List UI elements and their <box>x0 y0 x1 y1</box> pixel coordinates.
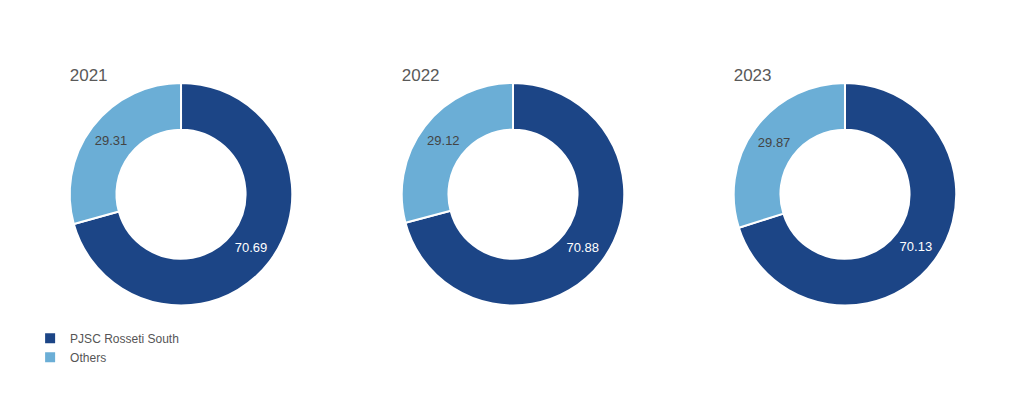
svg-text:PJSC Rosseti South: PJSC Rosseti South <box>70 332 179 346</box>
svg-text:Others: Others <box>70 351 106 365</box>
svg-text:29.87: 29.87 <box>758 135 791 150</box>
svg-text:70.69: 70.69 <box>235 240 268 255</box>
svg-text:2023: 2023 <box>734 66 772 85</box>
svg-text:29.12: 29.12 <box>427 133 460 148</box>
svg-text:29.31: 29.31 <box>95 133 128 148</box>
svg-text:2021: 2021 <box>70 66 108 85</box>
svg-text:70.13: 70.13 <box>900 239 933 254</box>
svg-text:2022: 2022 <box>402 66 440 85</box>
svg-text:70.88: 70.88 <box>566 240 599 255</box>
